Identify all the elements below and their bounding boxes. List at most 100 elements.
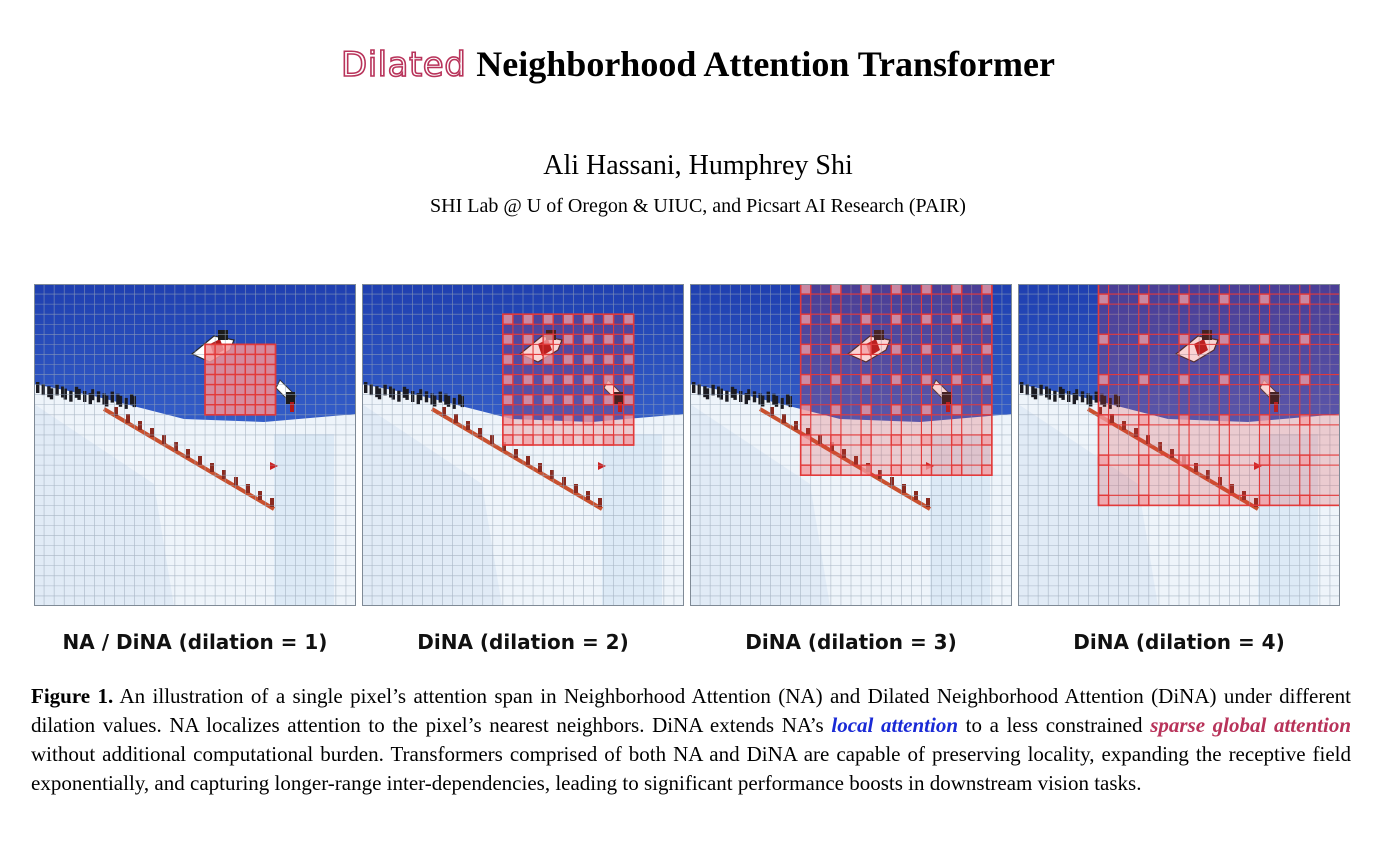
attended-cell <box>1097 373 1110 386</box>
attended-cell <box>860 313 872 325</box>
attended-cell <box>830 313 842 325</box>
attended-cell <box>1097 494 1110 507</box>
attended-cell <box>214 343 226 356</box>
attended-cell <box>542 393 554 406</box>
attended-cell <box>254 373 267 386</box>
attended-cell <box>264 373 277 386</box>
attended-cell <box>799 343 812 356</box>
attended-cell <box>264 383 277 396</box>
attended-cell <box>1178 414 1190 426</box>
attended-cell <box>214 373 226 386</box>
attended-cell <box>1138 494 1150 507</box>
attended-cell <box>1218 293 1231 305</box>
snowboarder-jump <box>275 379 297 412</box>
attended-cell <box>1178 293 1190 305</box>
attended-cell <box>1138 333 1150 346</box>
attended-cell <box>1258 414 1271 426</box>
caption-text: to a less constrained <box>958 713 1151 737</box>
attended-cell <box>264 353 277 366</box>
attended-cell <box>224 393 236 406</box>
title-prefix: Dilated <box>340 44 467 86</box>
attended-cell <box>890 404 903 416</box>
attended-cell <box>204 343 216 356</box>
attended-cell <box>254 363 267 376</box>
attended-cell <box>234 363 247 376</box>
attended-cell <box>264 363 277 376</box>
attention-panel-svg <box>1018 284 1340 606</box>
attended-cell <box>224 343 236 356</box>
attended-cell <box>582 434 595 446</box>
figure-label: Figure 1. <box>31 684 114 708</box>
attended-cell <box>622 393 635 406</box>
figure-panel-dilation-2 <box>362 284 684 606</box>
attended-cell <box>799 313 812 325</box>
attended-cell <box>602 414 615 426</box>
attended-cell <box>950 313 963 325</box>
attended-cell <box>890 313 903 325</box>
attended-cell <box>799 284 812 295</box>
attended-cell <box>622 353 635 366</box>
attended-cell <box>950 404 963 416</box>
attended-cell <box>264 343 277 356</box>
attended-cell <box>522 414 534 426</box>
attended-cell <box>830 434 842 446</box>
attention-window <box>204 343 277 416</box>
attended-cell <box>799 434 812 446</box>
attended-cell <box>542 434 554 446</box>
attended-cell <box>622 313 635 325</box>
attention-panel-svg <box>690 284 1012 606</box>
attention-window <box>1097 284 1340 507</box>
attended-cell <box>1097 454 1110 466</box>
attended-cell <box>522 353 534 366</box>
attended-cell <box>920 464 933 476</box>
attended-cell <box>244 343 257 356</box>
attended-cell <box>1258 333 1271 346</box>
attention-panel-svg <box>34 284 356 606</box>
attended-cell <box>981 343 993 356</box>
attended-cell <box>799 404 812 416</box>
pixel-grid <box>34 284 356 606</box>
attended-cell <box>244 393 257 406</box>
attended-cell <box>204 383 216 396</box>
attended-cell <box>830 373 842 386</box>
attended-cell <box>224 383 236 396</box>
attended-cell <box>214 353 226 366</box>
attended-cell <box>562 353 575 366</box>
attended-cell <box>920 434 933 446</box>
caption-text: An illustration of a single pixel’s atte… <box>31 684 1351 737</box>
attended-cell <box>224 404 236 416</box>
attended-cell <box>542 313 554 325</box>
attended-cell <box>522 393 534 406</box>
attended-cell <box>860 464 872 476</box>
attended-cell <box>950 434 963 446</box>
attended-cell <box>920 284 933 295</box>
attended-cell <box>981 373 993 386</box>
attended-cell <box>214 393 226 406</box>
attended-cell <box>234 383 247 396</box>
attended-cell <box>254 393 267 406</box>
attended-cell <box>204 404 216 416</box>
attended-cell <box>562 434 575 446</box>
attended-cell <box>890 373 903 386</box>
attended-cell <box>950 343 963 356</box>
attended-cell <box>204 363 216 376</box>
fence-line <box>430 407 604 511</box>
attended-cell <box>502 353 514 366</box>
attended-cell <box>562 333 575 346</box>
attention-window <box>502 313 635 446</box>
attended-cell <box>1178 454 1190 466</box>
attended-cell <box>582 414 595 426</box>
attended-cell <box>622 373 635 386</box>
panel-caption: DiNA (dilation = 2) <box>417 630 629 654</box>
attended-cell <box>264 404 277 416</box>
attended-cell <box>562 414 575 426</box>
attended-cell <box>542 373 554 386</box>
attended-cell <box>981 404 993 416</box>
attended-cell <box>602 333 615 346</box>
attended-cell <box>981 464 993 476</box>
attended-cell <box>562 313 575 325</box>
attended-cell <box>920 404 933 416</box>
attended-cell <box>1299 293 1311 305</box>
attended-cell <box>244 353 257 366</box>
figure-panel-dilation-3 <box>690 284 1012 606</box>
